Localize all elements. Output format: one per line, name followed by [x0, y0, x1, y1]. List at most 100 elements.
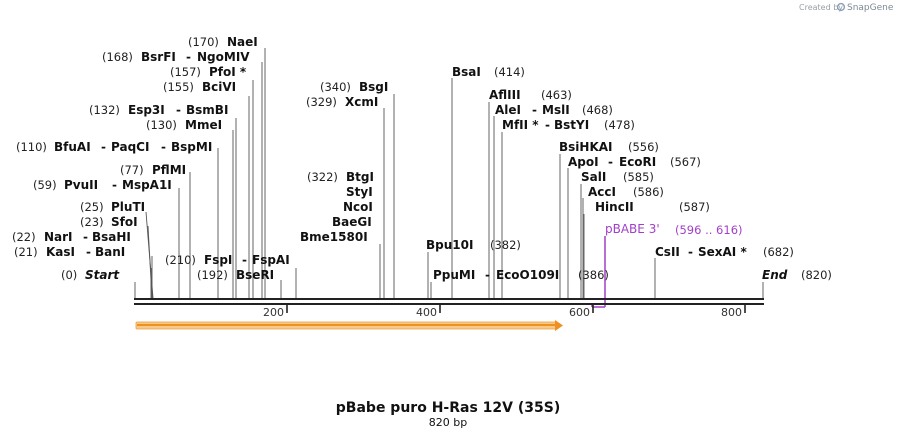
site-name-kasi[interactable]: KasI — [46, 245, 75, 259]
site-name-apoi[interactable]: ApoI — [568, 155, 599, 169]
site-name-bsmbi[interactable]: BsmBI — [186, 103, 228, 117]
site-name-pflmi[interactable]: PflMI — [152, 163, 186, 177]
site-name-bsgi[interactable]: BsgI — [359, 80, 388, 94]
map-subtitle: 820 bp — [429, 416, 467, 429]
site-pos-bcivi: (155) — [163, 80, 194, 94]
site-name-sexai[interactable]: SexAI * — [698, 245, 747, 259]
sequence-backbone — [134, 298, 764, 305]
site-name-bsahi[interactable]: BsaHI — [92, 230, 131, 244]
site-pos-mfii: (478) — [604, 118, 635, 132]
site-name-bcivi[interactable]: BciVI — [202, 80, 236, 94]
site-pos-acci: (586) — [633, 185, 664, 199]
site-name-nari[interactable]: NarI — [44, 230, 73, 244]
site-pos-pflmi: (77) — [120, 163, 144, 177]
site-pos-bfuai: (110) — [16, 140, 47, 154]
site-name-ecoo109i[interactable]: EcoO109I — [496, 268, 559, 282]
site-pos-apoi: (567) — [670, 155, 701, 169]
site-name-bstyi[interactable]: BstYI — [554, 118, 589, 132]
site-pos-start: (0) — [61, 268, 77, 282]
site-name-pfoi[interactable]: PfoI * — [209, 65, 247, 79]
site-name-styi[interactable]: StyI — [346, 185, 373, 199]
tick-label-600: 600 — [569, 306, 590, 319]
site-name-xcmi[interactable]: XcmI — [345, 95, 378, 109]
site-name-mfii[interactable]: MfII * — [502, 118, 539, 132]
site-pos-btgi: (322) — [307, 170, 338, 184]
site-sep: - — [86, 245, 91, 259]
site-sep: - — [608, 155, 613, 169]
site-pos-kasi: (21) — [14, 245, 38, 259]
site-name-bsihkai[interactable]: BsiHKAI — [559, 140, 613, 154]
site-name-esp3i[interactable]: Esp3I — [128, 103, 165, 117]
site-name-msli[interactable]: MslI — [542, 103, 570, 117]
site-name-mspa1i[interactable]: MspA1I — [122, 178, 172, 192]
ruler-ticks — [286, 305, 746, 313]
site-name-hincii[interactable]: HincII — [595, 200, 634, 214]
site-name-ngomiv[interactable]: NgoMIV — [197, 50, 250, 64]
site-pos-ppumi: (386) — [578, 268, 609, 282]
site-name-acci[interactable]: AccI — [588, 185, 616, 199]
site-name-end: End — [762, 268, 788, 282]
site-name-bsrfi[interactable]: BsrFI — [141, 50, 176, 64]
site-name-mmei[interactable]: MmeI — [185, 118, 222, 132]
site-pos-afliii: (463) — [541, 88, 572, 102]
site-sep: - — [545, 118, 550, 132]
site-pos-sfoi: (23) — [80, 215, 104, 229]
tick-label-400: 400 — [416, 306, 437, 319]
credit-text: Created by — [799, 3, 843, 12]
site-pos-sali: (585) — [623, 170, 654, 184]
site-name-ecori[interactable]: EcoRI — [619, 155, 656, 169]
site-sep: - — [532, 103, 537, 117]
site-pos-naei: (170) — [188, 35, 219, 49]
site-sep: - — [688, 245, 693, 259]
site-pos-csii: (682) — [763, 245, 794, 259]
site-name-pluti[interactable]: PluTI — [111, 200, 145, 214]
site-name-bfuai[interactable]: BfuAI — [54, 140, 91, 154]
site-name-bseri[interactable]: BseRI — [236, 268, 274, 282]
site-pos-end: (820) — [801, 268, 832, 282]
site-sep: - — [161, 140, 166, 154]
site-sep: - — [242, 253, 247, 267]
site-name-bsai[interactable]: BsaI — [452, 65, 481, 79]
site-sep: - — [112, 178, 117, 192]
site-line-pluti[interactable] — [145, 211, 154, 299]
site-name-afliii[interactable]: AflIII — [489, 88, 521, 102]
site-name-sali[interactable]: SalI — [581, 170, 606, 184]
site-name-ppumi[interactable]: PpuMI — [433, 268, 475, 282]
snapgene-logo-icon — [836, 2, 846, 12]
site-name-naei[interactable]: NaeI — [227, 35, 258, 49]
site-pos-alei: (468) — [582, 103, 613, 117]
primer-name[interactable]: pBABE 3' — [605, 222, 660, 236]
cut-site-lines — [134, 48, 764, 299]
site-name-paqci[interactable]: PaqCI — [111, 140, 149, 154]
tick-label-800: 800 — [721, 306, 742, 319]
site-sep: - — [485, 268, 490, 282]
feature-arrow[interactable] — [135, 320, 563, 331]
site-pos-pvuii: (59) — [33, 178, 57, 192]
map-title: pBabe puro H-Ras 12V (35S) — [336, 400, 560, 416]
primer-range: (596 .. 616) — [675, 223, 743, 237]
site-name-sfoi[interactable]: SfoI — [111, 215, 138, 229]
site-name-bpu10i[interactable]: Bpu10I — [426, 238, 473, 252]
site-name-btgi[interactable]: BtgI — [346, 170, 374, 184]
site-pos-fspi: (210) — [165, 253, 196, 267]
site-name-pvuii[interactable]: PvuII — [64, 178, 98, 192]
site-name-alei[interactable]: AleI — [495, 103, 521, 117]
credit-brand: SnapGene — [847, 3, 894, 13]
site-pos-bseri: (192) — [197, 268, 228, 282]
site-pos-pluti: (25) — [80, 200, 104, 214]
site-sep: - — [176, 103, 181, 117]
site-name-baegi[interactable]: BaeGI — [332, 215, 372, 229]
site-sep: - — [83, 230, 88, 244]
tick-label-200: 200 — [263, 306, 284, 319]
site-pos-bsihkai: (556) — [628, 140, 659, 154]
site-name-bani[interactable]: BanI — [95, 245, 125, 259]
site-name-ncoi[interactable]: NcoI — [343, 200, 373, 214]
site-name-bspmi[interactable]: BspMI — [171, 140, 212, 154]
site-name-bme1580i[interactable]: Bme1580I — [300, 230, 368, 244]
site-name-csii[interactable]: CsII — [655, 245, 680, 259]
site-pos-bsai: (414) — [494, 65, 525, 79]
site-name-fspi[interactable]: FspI — [204, 253, 232, 267]
site-pos-pfoi: (157) — [170, 65, 201, 79]
site-name-fspai[interactable]: FspAI — [252, 253, 290, 267]
